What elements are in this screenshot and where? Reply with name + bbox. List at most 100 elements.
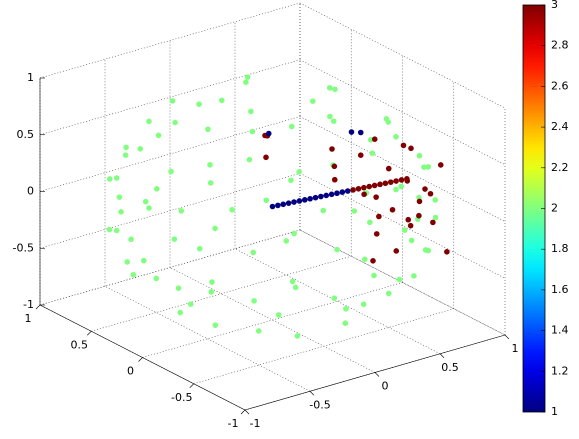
point (425, 164, 432, 170)
point (421, 164, 427, 170)
point (208, 289, 215, 295)
point (243, 79, 249, 85)
point (263, 197, 270, 204)
point (355, 185, 362, 192)
point (362, 256, 368, 263)
colorbar-tick-label: 1.4 (551, 324, 569, 337)
point (301, 197, 308, 203)
x-tick (309, 391, 315, 396)
point (366, 183, 373, 190)
point (128, 236, 134, 243)
point (411, 273, 417, 279)
point (137, 146, 144, 152)
point (405, 216, 412, 223)
point (370, 258, 376, 264)
point (212, 322, 219, 328)
grid-line (39, 229, 301, 306)
grid-line (39, 116, 301, 192)
point (291, 199, 297, 205)
point (348, 129, 355, 135)
point (172, 119, 178, 126)
point (393, 178, 399, 184)
point (209, 279, 215, 285)
point (343, 306, 349, 312)
point (251, 298, 257, 304)
point (351, 208, 358, 214)
point (437, 162, 444, 168)
point (401, 227, 408, 233)
x-tick-label: -1 (250, 417, 261, 430)
point (285, 200, 292, 206)
point (312, 194, 319, 201)
colorbar-tick-label: 1 (551, 405, 558, 418)
point (255, 328, 262, 334)
point (196, 245, 203, 252)
point (371, 136, 378, 142)
point (393, 186, 399, 193)
point (334, 190, 340, 197)
point (327, 113, 333, 120)
point (244, 74, 251, 80)
point (124, 259, 131, 265)
point (432, 214, 439, 221)
point (330, 118, 337, 124)
point (118, 209, 124, 215)
y-tick-label: -1 (228, 417, 239, 430)
y-tick-label: 0 (127, 365, 134, 378)
point (263, 154, 269, 161)
point (416, 152, 423, 159)
point (444, 249, 450, 255)
grid-line (193, 308, 454, 385)
point (207, 180, 214, 186)
point (283, 238, 290, 244)
point (142, 198, 149, 205)
point (393, 248, 400, 254)
point (332, 86, 338, 93)
point (175, 285, 182, 291)
grid-line (39, 59, 301, 136)
z-tick-label: -1 (23, 298, 34, 311)
z-tick-label: 1 (27, 71, 34, 84)
point (361, 184, 367, 191)
point (250, 249, 257, 256)
point (320, 207, 327, 214)
y-tick-label: -0.5 (171, 391, 192, 404)
point (407, 222, 414, 229)
point (207, 161, 213, 168)
colorbar-tick-label: 2.6 (551, 79, 569, 92)
point (169, 98, 176, 104)
point (385, 165, 392, 172)
point (339, 189, 346, 195)
point (430, 219, 436, 226)
colorbar-tick-label: 1.2 (551, 364, 569, 377)
colorbar-tick-label: 2 (551, 202, 558, 215)
point (269, 203, 276, 210)
x-tick (244, 409, 250, 415)
point (154, 186, 160, 192)
point (146, 205, 152, 211)
point (323, 192, 330, 199)
point (294, 333, 301, 339)
point (153, 275, 160, 282)
y-tick-label: 0.5 (71, 338, 89, 351)
point (432, 197, 439, 203)
point (350, 187, 356, 193)
point (123, 144, 129, 151)
x-tick (439, 353, 445, 358)
point (371, 182, 378, 189)
point (292, 284, 299, 291)
point (291, 230, 297, 237)
point (342, 320, 349, 327)
point (357, 152, 364, 158)
point (373, 231, 380, 237)
point (329, 146, 335, 152)
point (246, 156, 253, 163)
point (296, 198, 303, 204)
point (416, 212, 422, 219)
point (249, 128, 256, 135)
point (275, 202, 281, 209)
point (396, 276, 403, 283)
grid-line (104, 285, 311, 392)
point (146, 118, 152, 125)
